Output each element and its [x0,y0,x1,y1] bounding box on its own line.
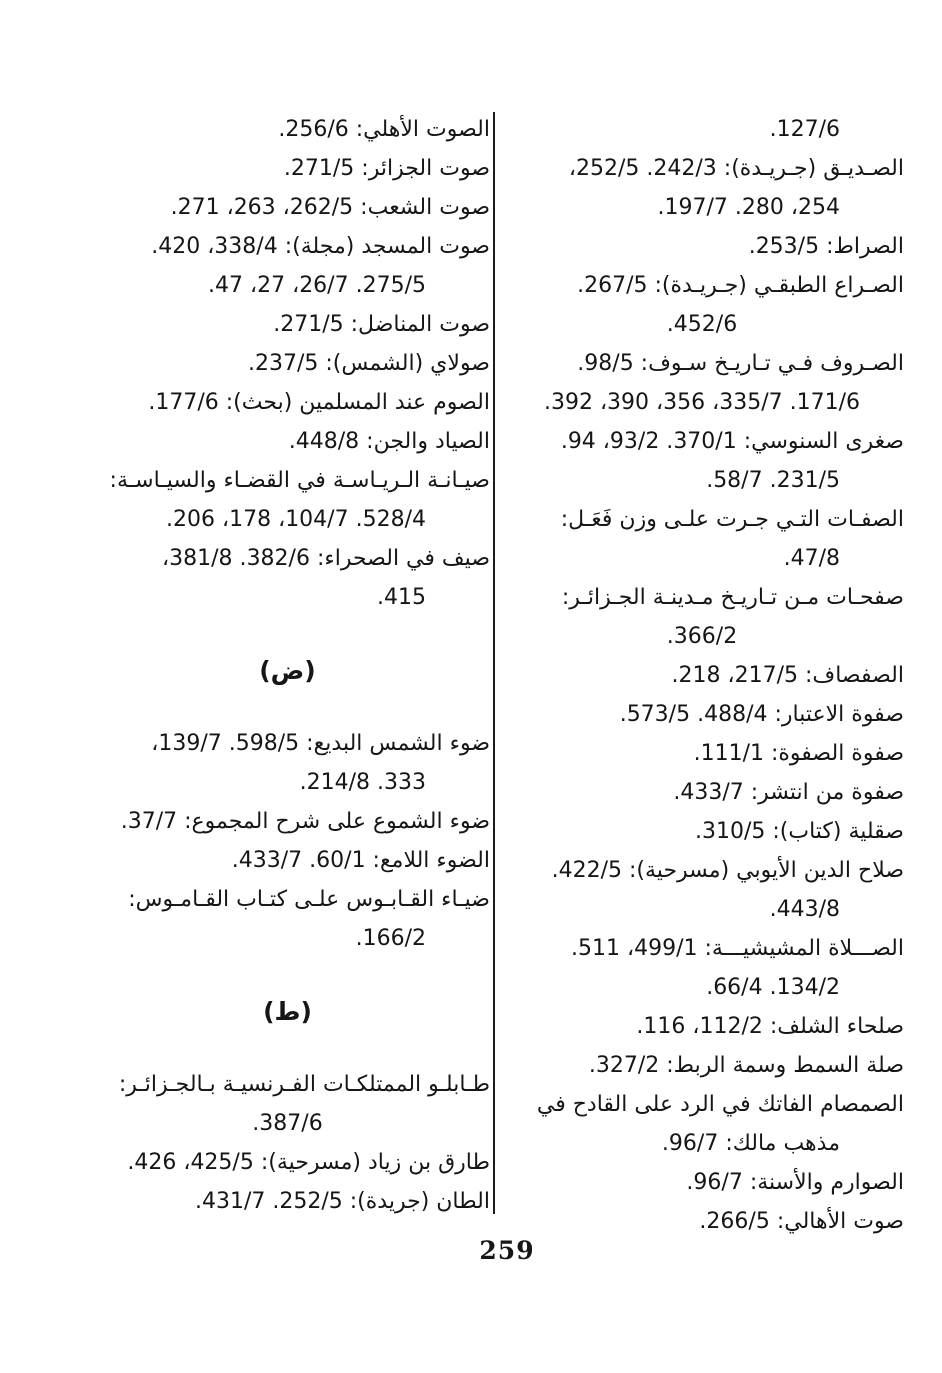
index-line: 231/5. 58/7. [706,468,840,493]
index-line: الصراط: 253/5. [748,234,904,259]
index-line: 333. 214/8. [299,770,426,795]
index-line: صيف في الصحراء: 382/6. 381/8، [162,546,490,571]
index-line: الصفـات التـي جـرت علـى وزن فَعَـل: [560,507,904,532]
index-line: الصوم عند المسلمين (بحث): 177/6. [148,390,490,415]
index-line: صفوة من انتشر: 433/7. [673,780,904,805]
index-line: الصـروف فـي تـاريـخ سـوف: 98/5. [577,351,904,376]
index-line: الصـــلاة المشيشيـــة: 499/1، 511. [571,936,904,961]
index-line: الصـديـق (جـريـدة): 242/3. 252/5، [568,156,904,181]
section-heading: (ط) [263,997,312,1026]
index-line: الصوارم والأسنة: 96/7. [686,1170,904,1195]
index-line: صلة السمط وسمة الربط: 327/2. [588,1053,904,1078]
index-column-left: الصوت الأهلي: 256/6. صوت الجزائر: 271/5. ص… [85,110,490,1221]
index-line: صلاح الدين الأيوبي (مسرحية): 422/5. [551,858,904,883]
index-line: الصفصاف: 217/5، 218. [671,663,904,688]
index-line: صيـانـة الـريـاسـة في القضـاء والسيـاسـة… [109,468,490,493]
index-line: 452/6. [666,312,738,337]
index-line: ضوء الشمس البديع: 598/5. 139/7، [151,731,490,756]
index-line: طـابلـو الممتلكـات الفـرنسيـة بـالجـزائـ… [118,1072,490,1097]
index-line: 254، 280. 197/7. [657,195,841,220]
index-line: 47/8. [783,546,840,571]
index-line: 528/4. 104/7، 178، 206. [166,507,426,532]
index-line: 387/6. [252,1111,323,1136]
index-line: صقلية (كتاب): 310/5. [694,819,904,844]
index-line: 275/5. 26/7، 27، 47. [208,273,426,298]
page-number: 259 [479,1236,535,1265]
index-line: ضيـاء القـابـوس علـى كتـاب القـامـوس: [128,887,490,912]
index-line: 171/6. 335/7، 356، 390، 392. [543,390,861,415]
index-line: صفحـات مـن تـاريـخ مـدينـة الجـزائـر: [561,585,904,610]
index-line: 127/6. [769,117,840,142]
index-line: الصوت الأهلي: 256/6. [278,117,490,142]
index-line: صوت الأهالي: 266/5. [699,1209,904,1234]
index-line: الطان (جريدة): 252/5. 431/7. [194,1189,490,1214]
index-line: صوت المناضل: 271/5. [273,312,490,337]
index-line: الضوء اللامع: 60/1. 433/7. [231,848,490,873]
index-line: 366/2. [666,624,738,649]
index-line: صوت المسجد (مجلة): 338/4، 420. [151,234,490,259]
index-line: صولاي (الشمس): 237/5. [248,351,490,376]
index-line: صوت الشعب: 262/5، 263، 271. [170,195,490,220]
index-line: صوت الجزائر: 271/5. [283,156,490,181]
index-line: صغرى السنوسي: 370/1. 93/2، 94. [560,429,904,454]
index-line: 134/2. 66/4. [706,975,840,1000]
index-line: صفوة الصفوة: 111/1. [693,741,904,766]
index-line: صفوة الاعتبار: 488/4. 573/5. [619,702,904,727]
index-line: 415. [377,585,426,610]
section-heading: (ض) [259,656,316,685]
index-line: 443/8. [769,897,840,922]
index-line: الصمصام الفاتك في الرد على القادح في [536,1092,904,1117]
index-line: صلحاء الشلف: 112/2، 116. [636,1014,904,1039]
index-line: الصـراع الطبقـي (جـريـدة): 267/5. [577,273,904,298]
index-line: طارق بن زياد (مسرحية): 425/5، 426. [127,1150,490,1175]
column-divider [493,112,495,1214]
index-line: ضوء الشموع على شرح المجموع: 37/7. [120,809,490,834]
index-line: 166/2. [355,926,426,951]
index-column-right: 127/6. الصـديـق (جـريـدة): 242/3. 252/5، 2… [500,110,904,1241]
index-line: مذهب مالك: 96/7. [661,1131,840,1156]
index-line: الصياد والجن: 448/8. [288,429,490,454]
